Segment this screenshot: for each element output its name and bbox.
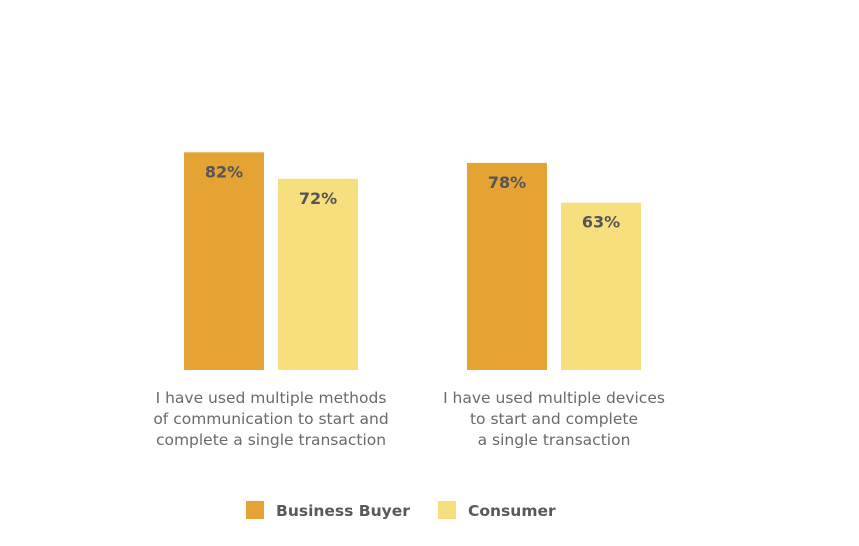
category-label-line: of communication to start and — [153, 410, 388, 428]
legend: Business Buyer Consumer — [246, 501, 556, 520]
legend-label-consumer: Consumer — [468, 502, 556, 520]
bar-business-buyer-2 — [467, 162, 547, 370]
legend-label-business-buyer: Business Buyer — [276, 502, 410, 520]
bar-consumer-2 — [561, 202, 641, 370]
legend-swatch-business-buyer — [246, 501, 264, 519]
legend-swatch-consumer — [438, 501, 456, 519]
value-label-consumer-1: 72% — [299, 189, 337, 208]
category-label-line: a single transaction — [478, 431, 631, 449]
value-label-consumer-2: 63% — [582, 213, 620, 232]
category-label-line: I have used multiple methods — [156, 389, 387, 407]
category-label-2: I have used multiple devices to start and… — [443, 389, 665, 449]
value-label-business-buyer-2: 78% — [488, 173, 526, 192]
bar-consumer-1 — [278, 178, 358, 370]
value-label-business-buyer-1: 82% — [205, 162, 243, 181]
category-label-line: complete a single transaction — [156, 431, 386, 449]
category-label-line: to start and complete — [470, 410, 638, 428]
bar-business-buyer-1 — [184, 152, 264, 370]
category-label-line: I have used multiple devices — [443, 389, 665, 407]
bars-group — [184, 152, 641, 370]
category-label-1: I have used multiple methods of communica… — [153, 389, 388, 449]
value-labels-group: 82% 72% 78% 63% — [205, 162, 620, 231]
category-labels-group: I have used multiple methods of communica… — [153, 389, 665, 449]
